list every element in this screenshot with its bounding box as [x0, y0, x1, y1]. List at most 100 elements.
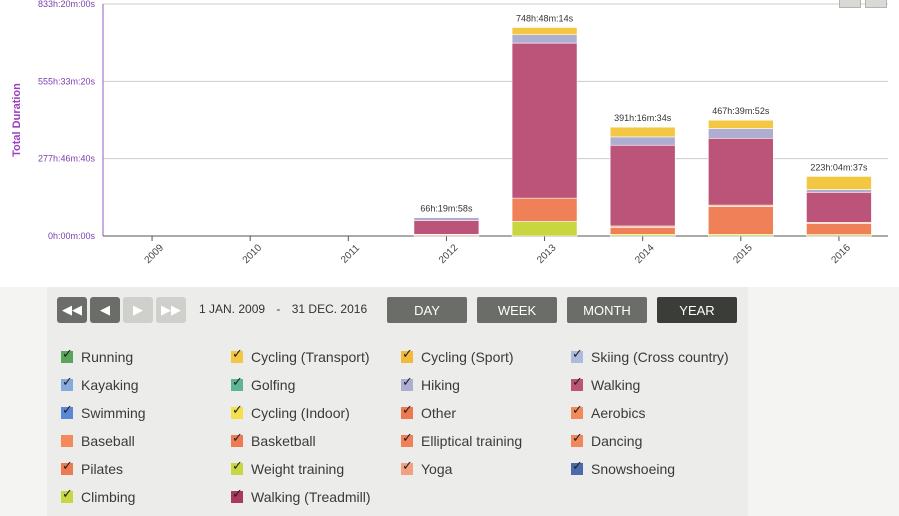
period-month-button[interactable]: MONTH [567, 297, 647, 323]
bar-total-label: 467h:39m:52s [712, 106, 770, 116]
legend-checkbox[interactable]: ✓ [61, 375, 73, 391]
legend-checkbox[interactable]: ✓ [401, 431, 413, 447]
period-year-button[interactable]: YEAR [657, 297, 737, 323]
legend-checkbox[interactable]: ✓ [231, 403, 243, 419]
legend-item[interactable]: ✓ Aerobics [571, 403, 645, 423]
legend-checkbox[interactable]: ✓ [401, 403, 413, 419]
bar-total-label: 223h:04m:37s [810, 162, 868, 172]
legend-item[interactable]: ✓ Snowshoeing [571, 459, 675, 479]
checkmark-icon: ✓ [232, 346, 243, 361]
legend-label: Pilates [81, 461, 124, 477]
x-tick-label: 2014 [633, 242, 657, 266]
legend-checkbox[interactable]: ✓ [231, 347, 243, 363]
double-right-arrow-icon: ▶▶ [161, 302, 181, 317]
legend-label: Snowshoeing [591, 461, 676, 477]
bar-segment [806, 191, 872, 223]
bar-segment [609, 227, 676, 235]
y-tick-label: 277h:46m:40s [38, 154, 96, 164]
checkmark-icon: ✓ [572, 402, 583, 417]
previous-button[interactable]: ◀ [90, 297, 120, 323]
legend-item[interactable]: ✓ Elliptical training [401, 431, 522, 451]
period-week-button[interactable]: WEEK [477, 297, 557, 323]
legend-item[interactable]: ✓ Kayaking [61, 375, 139, 395]
legend-item[interactable]: ✓ Running [61, 347, 133, 367]
legend-checkbox[interactable]: ✓ [61, 347, 73, 363]
legend-item[interactable]: ✓ Weight training [231, 459, 344, 479]
chart-area: 0h:00m:00s 277h:46m:40s 555h:33m:20s 833h:2… [11, 0, 888, 266]
bar-segment [413, 220, 480, 235]
legend-checkbox[interactable]: ✓ [571, 403, 583, 419]
legend-checkbox[interactable]: ✓ [571, 347, 583, 363]
legend-item[interactable]: ✓ Pilates [61, 459, 123, 479]
legend-item[interactable]: ✓ Hiking [401, 375, 460, 395]
legend-checkbox[interactable]: ✓ [571, 431, 583, 447]
legend-item[interactable]: ✓ Walking (Treadmill) [231, 487, 371, 507]
legend-label: Walking (Treadmill) [251, 489, 371, 505]
left-arrow-icon: ◀ [100, 302, 110, 317]
legend-checkbox[interactable]: ✓ [571, 375, 583, 391]
legend-checkbox[interactable]: ✓ [231, 375, 243, 391]
legend-label: Cycling (Indoor) [251, 405, 350, 421]
legend-label: Swimming [81, 405, 146, 421]
legend-checkbox[interactable]: ✓ [61, 459, 73, 475]
bar-total-label: 391h:16m:34s [614, 113, 672, 123]
legend-item[interactable]: ✓ Other [401, 403, 456, 423]
legend-label: Golfing [251, 377, 296, 393]
y-tick-label: 555h:33m:20s [38, 76, 96, 86]
control-panel [47, 287, 748, 516]
legend-item[interactable]: ✓ Swimming [61, 403, 146, 423]
legend-item[interactable]: ✓ Climbing [61, 487, 135, 507]
start-date: 1 JAN. 2009 [199, 302, 266, 316]
legend-item[interactable]: Baseball [61, 431, 135, 451]
legend-label: Cycling (Transport) [251, 349, 370, 365]
checkmark-icon: ✓ [572, 458, 583, 473]
legend-label: Climbing [81, 489, 136, 505]
legend-item[interactable]: ✓ Dancing [571, 431, 642, 451]
bar-segment [511, 27, 578, 36]
checkmark-icon: ✓ [402, 458, 413, 473]
export-icon[interactable] [839, 0, 861, 8]
bar-segment [413, 217, 480, 221]
bar-segment [511, 34, 578, 44]
x-tick-label: 2012 [437, 242, 461, 266]
legend-checkbox[interactable]: ✓ [231, 431, 243, 447]
legend-checkbox[interactable]: ✓ [231, 487, 243, 503]
x-tick-label: 2009 [143, 242, 167, 266]
legend-item[interactable]: ✓ Cycling (Indoor) [231, 403, 350, 423]
y-axis-title: Total Duration [11, 83, 23, 157]
legend-checkbox[interactable]: ✓ [231, 459, 243, 475]
legend-checkbox[interactable]: ✓ [61, 403, 73, 419]
bar-segment [708, 128, 774, 139]
legend-label: Aerobics [591, 405, 646, 421]
right-arrow-icon: ▶ [133, 302, 143, 317]
legend-label: Cycling (Sport) [421, 349, 514, 365]
period-day-button[interactable]: DAY [387, 297, 467, 323]
legend-label: Other [421, 405, 457, 421]
checkmark-icon: ✓ [62, 346, 73, 361]
checkmark-icon: ✓ [62, 486, 73, 501]
checkmark-icon: ✓ [572, 346, 583, 361]
legend-label: Basketball [251, 433, 316, 449]
x-tick-label: 2011 [339, 242, 362, 265]
legend-item[interactable]: ✓ Walking [571, 375, 640, 395]
legend-checkbox[interactable]: ✓ [401, 459, 413, 475]
legend-item[interactable]: ✓ Basketball [231, 431, 316, 451]
legend-checkbox[interactable]: ✓ [571, 459, 583, 475]
legend-item[interactable]: ✓ Skiing (Cross country) [571, 347, 729, 367]
legend-item[interactable]: ✓ Cycling (Transport) [231, 347, 370, 367]
last-page-button[interactable]: ▶▶ [156, 297, 186, 323]
next-button[interactable]: ▶ [123, 297, 153, 323]
legend-item[interactable]: ✓ Yoga [401, 459, 452, 479]
legend-item[interactable]: ✓ Cycling (Sport) [401, 347, 514, 367]
first-page-button[interactable]: ◀◀ [57, 297, 87, 323]
end-date: 31 DEC. 2016 [291, 302, 368, 316]
legend-checkbox[interactable] [61, 435, 73, 447]
bar-segment [708, 119, 774, 129]
legend-checkbox[interactable]: ✓ [61, 487, 73, 503]
legend-checkbox[interactable]: ✓ [401, 347, 413, 363]
legend-item[interactable]: ✓ Golfing [231, 375, 295, 395]
x-tick-label: 2010 [241, 242, 265, 266]
legend-label: Weight training [251, 461, 345, 477]
print-icon[interactable] [865, 0, 887, 8]
legend-checkbox[interactable]: ✓ [401, 375, 413, 391]
